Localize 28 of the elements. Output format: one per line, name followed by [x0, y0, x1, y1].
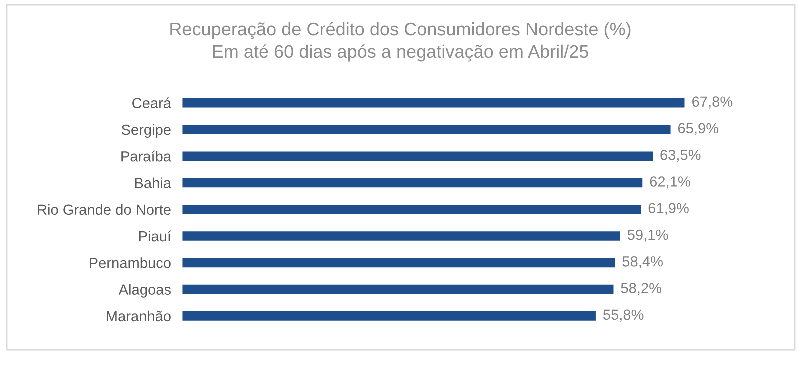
bar	[182, 98, 685, 108]
data-label: 61,9%	[648, 203, 689, 216]
y-tick-label: Pernambuco	[90, 258, 171, 268]
data-label: 65,9%	[678, 123, 719, 136]
data-label: 58,2%	[621, 283, 662, 296]
data-label: 59,1%	[628, 230, 668, 242]
y-tick-label: Sergipe	[122, 124, 171, 138]
data-label: 55,8%	[603, 310, 644, 322]
y-tick-label: Maranhão	[107, 310, 171, 322]
bar	[182, 232, 620, 241]
data-label: 62,1%	[650, 176, 690, 189]
data-label: 67,8%	[692, 96, 733, 109]
y-tick-label: Ceará	[132, 98, 172, 109]
bar	[182, 284, 614, 294]
bar	[182, 258, 616, 268]
y-tick-label: Paraíba	[122, 150, 172, 162]
y-tick-label: Piauí	[139, 230, 172, 242]
data-label: 63,5%	[660, 150, 701, 162]
bar	[182, 125, 671, 134]
bar	[182, 178, 643, 188]
bar	[182, 204, 642, 214]
y-tick-label: Bahia	[135, 178, 172, 188]
y-tick-label: Rio Grande do Norte	[38, 204, 171, 216]
chart-title: Recuperação de Crédito dos Consumidores Nordeste (%) Em até 60 dias após a negativação em Abril/25	[170, 22, 631, 62]
bar	[182, 152, 654, 162]
y-tick-label: Alagoas	[118, 284, 171, 298]
data-label: 58,4%	[622, 256, 663, 269]
bar	[182, 312, 596, 321]
